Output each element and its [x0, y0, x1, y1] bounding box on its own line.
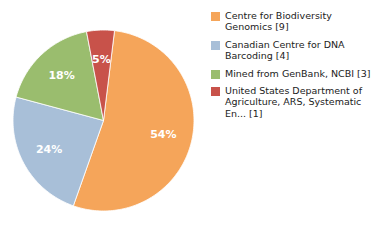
svg-text:18%: 18% [48, 69, 74, 82]
svg-text:54%: 54% [150, 128, 176, 141]
svg-text:5%: 5% [92, 53, 111, 66]
html-text:Canadian Centre for DNA Barcod: Canadian Centre for DNA Barcoding [4] [225, 38, 345, 62]
svg-text:24%: 24% [36, 143, 62, 156]
html-text:Mined from GenBank, NCBI [3]: Mined from GenBank, NCBI [3] [225, 67, 371, 79]
html-text:United States Department of Ag: United States Department of Agriculture,… [225, 85, 362, 119]
html-text:Centre for Biodiversity Genomi: Centre for Biodiversity Genomics [9] [225, 10, 332, 33]
